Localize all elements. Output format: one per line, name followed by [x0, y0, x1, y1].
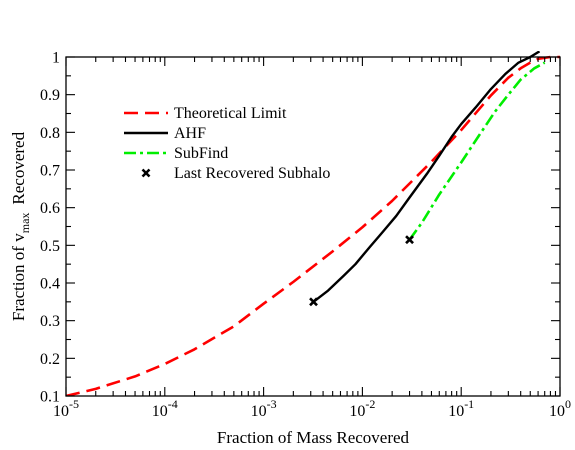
plot-content: [66, 51, 560, 396]
legend-label-subfind: SubFind: [174, 145, 228, 162]
y-tick-label: 0.8: [40, 125, 60, 142]
y-tick-label: 0.5: [40, 238, 60, 255]
y-tick-label: 0.7: [40, 163, 60, 180]
legend-label-last-recovered-subhalo: Last Recovered Subhalo: [174, 165, 330, 182]
y-tick-label: 0.1: [40, 389, 60, 406]
x-tick-label: 10-4: [152, 397, 178, 420]
y-axis-title-prefix: Fraction of v: [9, 233, 28, 321]
tick-labels: 10-5 10-4 10-3 10-2 10-1 100 0.1 0.2 0.3 0.4 0.5 0.…: [40, 50, 571, 421]
y-axis-title-subscript: max: [18, 213, 32, 234]
axis-ticks: [65, 56, 561, 397]
y-axis-title: Fraction of vmax Recovered: [9, 131, 32, 321]
x-tick-label: 10-3: [251, 397, 277, 420]
x-tick-label: 10-5: [53, 397, 79, 420]
x-axis-title: Fraction of Mass Recovered: [217, 428, 410, 447]
series-line-ahf: [312, 51, 541, 303]
x-tick-label: 10-2: [349, 397, 375, 420]
y-axis-title-suffix: Recovered: [9, 131, 28, 204]
plot-frame: [65, 56, 561, 397]
series-line-theoretical-limit: [66, 55, 560, 396]
series-line-subfind: [408, 61, 546, 241]
y-tick-label: 1: [52, 50, 60, 67]
marker-last-recovered-subhalo: [309, 297, 318, 307]
y-tick-label: 0.4: [40, 276, 60, 293]
marker-last-recovered-subhalo: [405, 235, 414, 245]
x-tick-label: 100: [549, 397, 571, 420]
legend-marker-x: [141, 168, 151, 178]
x-tick-label: 10-1: [448, 397, 474, 420]
legend: Theoretical Limit AHF SubFind Last Recov…: [124, 105, 330, 182]
y-tick-label: 0.3: [40, 313, 60, 330]
legend-swatch-last-recovered-subhalo: [141, 168, 151, 178]
y-tick-label: 0.2: [40, 351, 60, 368]
legend-label-ahf: AHF: [174, 125, 206, 142]
y-tick-label: 0.6: [40, 200, 60, 217]
legend-label-theoretical-limit: Theoretical Limit: [174, 105, 287, 122]
y-tick-label: 0.9: [40, 87, 60, 104]
